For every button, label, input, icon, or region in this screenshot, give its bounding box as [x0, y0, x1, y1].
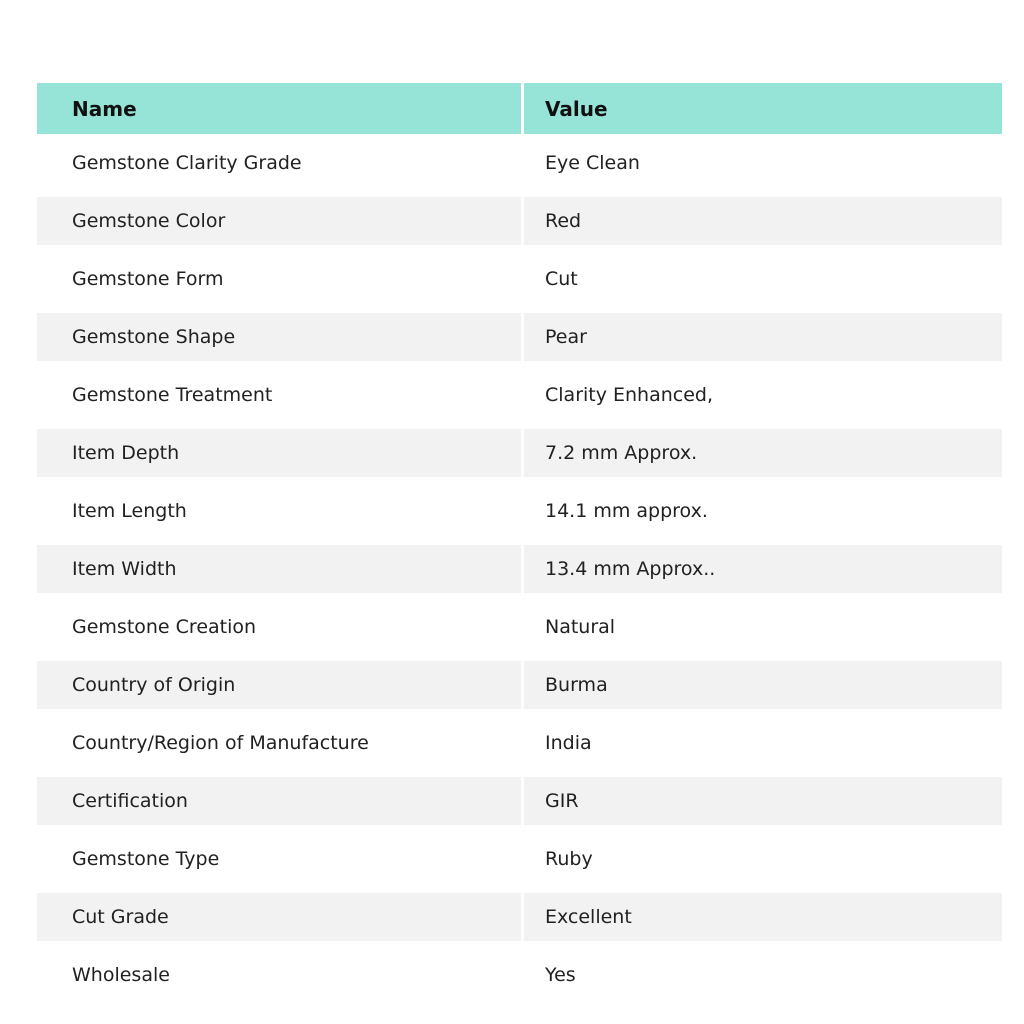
table-row: Gemstone Type Ruby: [37, 830, 1002, 888]
table-body: Gemstone Clarity Grade Eye Clean Gemstone …: [37, 134, 1002, 1004]
spec-name: Gemstone Clarity Grade: [37, 134, 524, 192]
table-row: Cut Grade Excellent: [37, 888, 1002, 946]
spec-value: Burma: [524, 661, 1002, 709]
spec-name: Gemstone Form: [37, 250, 524, 308]
spec-name: Cut Grade: [37, 893, 524, 941]
spec-value: Pear: [524, 313, 1002, 361]
table-row: Gemstone Shape Pear: [37, 308, 1002, 366]
spec-name: Gemstone Treatment: [37, 366, 524, 424]
spec-value: Cut: [545, 268, 578, 290]
column-header-value: Value: [524, 83, 1002, 134]
spec-value: Yes: [545, 964, 576, 986]
spec-name: Item Width: [37, 545, 524, 593]
spec-name: Certification: [37, 777, 524, 825]
spec-value: India: [545, 732, 592, 754]
table-row: Certification GIR: [37, 772, 1002, 830]
table-row: Country/Region of Manufacture India: [37, 714, 1002, 772]
spec-name: Item Depth: [37, 429, 524, 477]
spec-name: Gemstone Type: [37, 830, 524, 888]
spec-value: Eye Clean: [545, 152, 640, 174]
table-row: Item Depth 7.2 mm Approx.: [37, 424, 1002, 482]
spec-name: Gemstone Color: [37, 197, 524, 245]
table-row: Gemstone Color Red: [37, 192, 1002, 250]
spec-name: Gemstone Creation: [37, 598, 524, 656]
spec-name: Wholesale: [37, 946, 524, 1004]
spec-value: Ruby: [545, 848, 593, 870]
spec-value: GIR: [524, 777, 1002, 825]
table-row: Country of Origin Burma: [37, 656, 1002, 714]
spec-value: 14.1 mm approx.: [545, 500, 708, 522]
table-row: Wholesale Yes: [37, 946, 1002, 1004]
spec-value: Red: [524, 197, 1002, 245]
table-row: Item Length 14.1 mm approx.: [37, 482, 1002, 540]
spec-name: Item Length: [37, 482, 524, 540]
table-row: Gemstone Creation Natural: [37, 598, 1002, 656]
spec-value: Natural: [545, 616, 616, 638]
spec-name: Country of Origin: [37, 661, 524, 709]
spec-value: 13.4 mm Approx..: [524, 545, 1002, 593]
spec-value: Clarity Enhanced,: [545, 384, 714, 406]
item-specifics-table: Name Value Gemstone Clarity Grade Eye Cle…: [37, 83, 1002, 1004]
spec-value: 7.2 mm Approx.: [524, 429, 1002, 477]
table-header-row: Name Value: [37, 83, 1002, 134]
column-header-name: Name: [37, 83, 524, 134]
spec-name: Country/Region of Manufacture: [37, 714, 524, 772]
spec-name: Gemstone Shape: [37, 313, 524, 361]
table-row: Item Width 13.4 mm Approx..: [37, 540, 1002, 598]
table-row: Gemstone Form Cut: [37, 250, 1002, 308]
table-row: Gemstone Clarity Grade Eye Clean: [37, 134, 1002, 192]
table-row: Gemstone Treatment Clarity Enhanced,: [37, 366, 1002, 424]
spec-value: Excellent: [524, 893, 1002, 941]
